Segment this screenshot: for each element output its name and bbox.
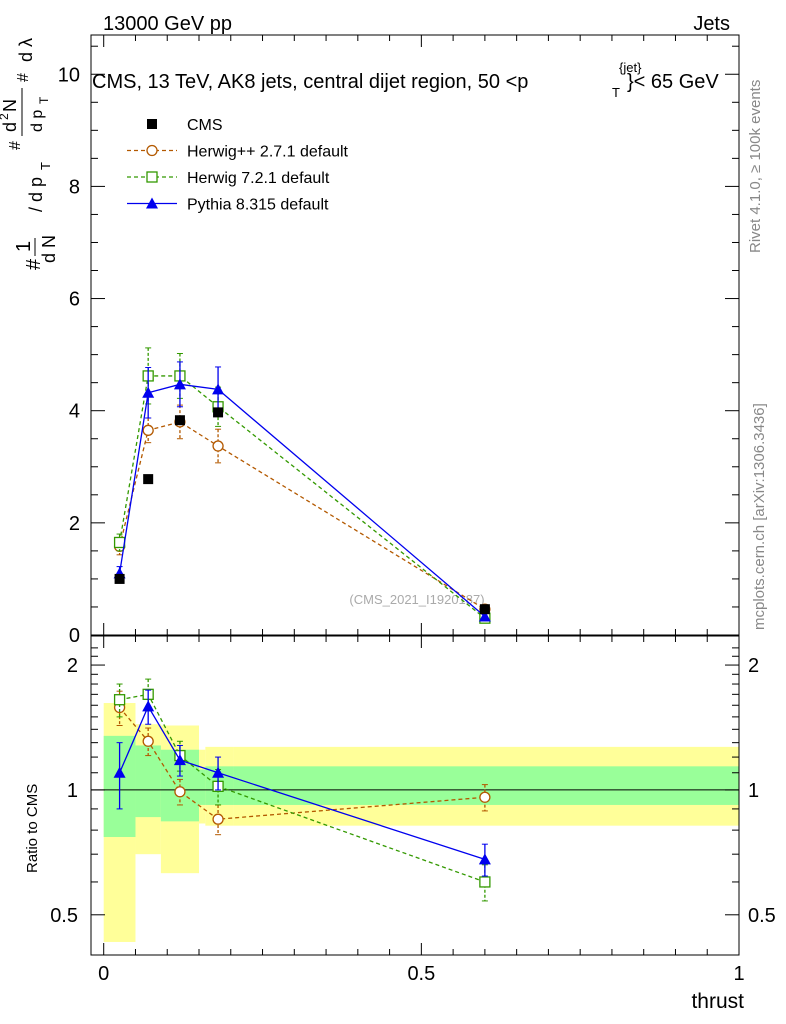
main-plot-series [113,347,491,624]
svg-text:1: 1 [13,241,35,252]
data-point [213,407,224,418]
svg-text:2: 2 [0,113,11,120]
data-point [212,383,225,395]
y-tick-label: 2 [69,513,80,535]
y-tick-label: 4 [69,401,80,423]
svg-text:d N: d N [39,235,59,263]
ratio-plot-series [113,678,491,902]
ratio-point [174,786,186,798]
data-point [143,474,154,485]
legend: CMS Herwig++ 2.7.1 default Herwig 7.2.1 de… [127,117,349,214]
analysis-watermark: (CMS_2021_I1920187) [349,592,484,607]
ratio-y-tick-label-right: 1 [748,780,759,802]
ratio-point [142,735,154,747]
ratio-point [113,694,126,706]
legend-marker [146,171,158,183]
x-axis-label: thrust [691,990,744,1013]
ratio-point [113,766,126,778]
ratio-plot-frame [90,635,740,956]
series-line-1 [118,421,486,610]
data-point [174,415,185,426]
plot-title-subscript: T [612,85,620,100]
svg-text:d p: d p [29,110,46,132]
x-tick-label: 0.5 [407,963,435,985]
legend-marker [147,119,157,129]
analysis-label: Jets [693,13,730,35]
plot-title: CMS, 13 TeV, AK8 jets, central dijet reg… [92,60,719,100]
ratio-y-tick-label: 0.5 [50,905,78,927]
svg-text:/ d p: / d p [26,177,46,212]
ratio-point [478,853,491,865]
ratio-y-tick-label-right: 0.5 [748,905,776,927]
legend-label: Herwig 7.2.1 default [187,170,330,187]
svg-text:N: N [0,99,20,112]
svg-text:#: # [15,73,32,82]
data-point [212,440,224,452]
ratio-point [212,813,224,825]
svg-text:T: T [37,96,51,104]
svg-text:#: # [7,141,24,150]
y-tick-label: 6 [69,289,80,311]
plot-title-end: }< 65 GeV [627,71,719,93]
data-point [113,536,126,549]
plot-title-text: CMS, 13 TeV, AK8 jets, central dijet reg… [92,71,528,93]
ratio-y-tick-label-right: 2 [748,655,759,677]
ratio-uncertainty-bands [91,703,739,942]
legend-label: Pythia 8.315 default [187,197,329,214]
legend-label: Herwig++ 2.7.1 default [187,144,349,161]
data-point [479,604,490,615]
y-tick-label: 10 [58,64,80,86]
series-line-3 [118,383,486,617]
ratio-y-tick-label: 2 [67,655,78,677]
ratio-y-axis-label: Ratio to CMS [24,784,41,873]
plot-title-superscript: {jet} [619,60,642,75]
svg-text:d λ: d λ [16,38,36,62]
svg-text:#: # [23,258,45,270]
band-inner [199,769,206,805]
ratio-point [142,700,155,712]
legend-label: CMS [187,117,223,134]
data-point [142,386,155,398]
ratio-point [212,766,225,778]
ratio-y-tick-label: 1 [67,780,78,802]
svg-text:d: d [0,122,20,132]
svg-text:T: T [38,162,53,170]
x-tick-label: 1 [733,963,744,985]
data-point [142,424,154,436]
data-point [478,610,491,622]
y-tick-label: 0 [69,625,80,647]
process-label: 13000 GeV pp [103,13,232,35]
y-tick-label: 8 [69,176,80,198]
legend-marker [146,197,158,209]
data-point [114,573,125,584]
ratio-point [173,754,186,766]
data-point [173,378,186,390]
main-plot-frame [90,34,740,636]
band-inner [135,745,161,818]
mcplots-credit: mcplots.cern.ch [arXiv:1306.3436] [751,403,768,630]
ratio-point [479,791,491,803]
legend-marker [146,144,158,157]
main-y-axis-label: # 1 d N / d p T # d 2 N d p T # d λ [0,38,59,270]
series-line-2 [118,375,486,619]
rivet-version: Rivet 4.1.0, ≥ 100k events [747,80,764,253]
x-tick-label: 0 [98,963,109,985]
ratio-point [479,876,491,888]
